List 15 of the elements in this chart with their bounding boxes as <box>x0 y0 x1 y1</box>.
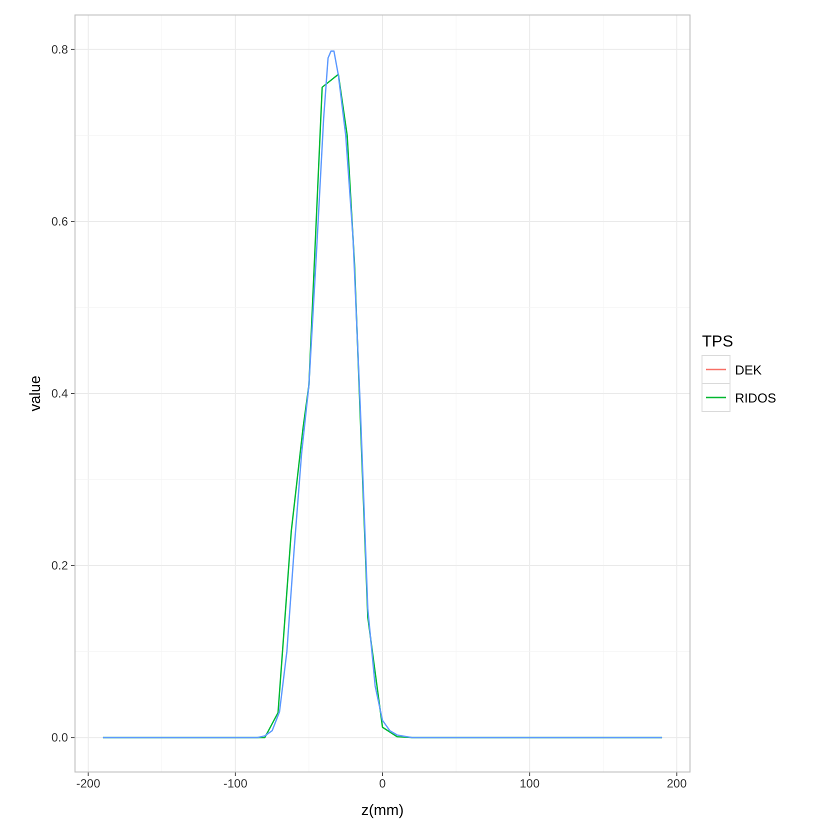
x-tick-label: 100 <box>520 776 540 791</box>
legend-label: DEK <box>735 362 762 378</box>
x-tick-label: 200 <box>666 776 688 791</box>
y-axis-title: value <box>27 376 44 412</box>
y-tick-label: 0.8 <box>51 42 68 56</box>
y-tick-label: 0.2 <box>51 558 68 572</box>
x-tick-label: -200 <box>76 776 101 791</box>
x-axis-title: z(mm) <box>361 802 404 819</box>
x-tick-label: -100 <box>223 776 248 791</box>
y-tick-label: 0.0 <box>51 730 68 744</box>
legend-title: TPS <box>702 334 734 350</box>
y-tick-label: 0.6 <box>51 214 68 228</box>
x-tick-label: 0 <box>379 776 386 791</box>
legend-label: RIDOS <box>735 390 776 406</box>
y-tick-label: 0.4 <box>51 386 68 400</box>
